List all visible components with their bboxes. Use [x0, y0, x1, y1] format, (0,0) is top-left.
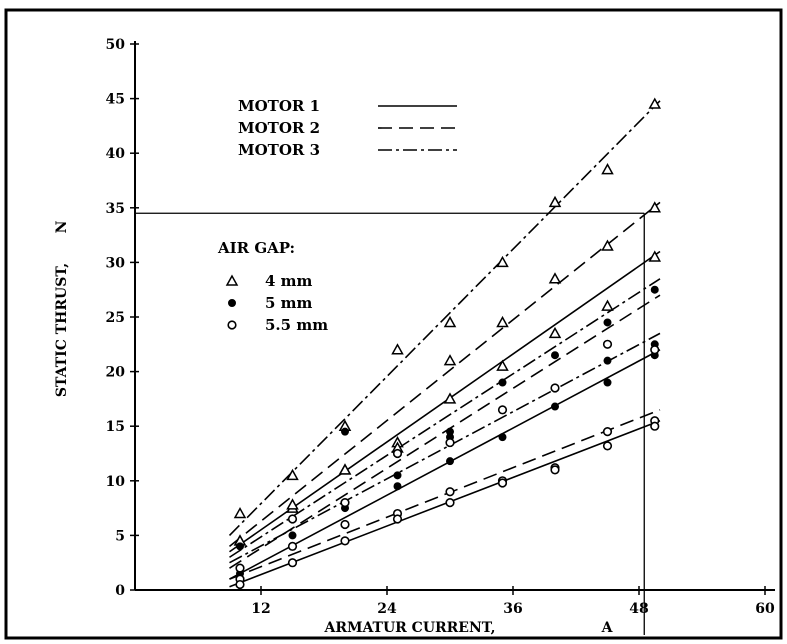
data-point: [650, 421, 660, 431]
data-point: [235, 579, 245, 590]
data-point: [601, 299, 614, 311]
legend-label-motor: MOTOR 2: [238, 119, 320, 137]
legend-label-motor: MOTOR 3: [238, 141, 320, 159]
data-point: [392, 514, 403, 524]
x-tick-label: 12: [251, 601, 270, 617]
data-point: [648, 97, 662, 109]
x-tick-label: 36: [503, 601, 522, 617]
data-point: [496, 255, 509, 268]
legend-label-motor: MOTOR 1: [238, 97, 320, 115]
data-point: [340, 498, 350, 508]
y-tick-label: 50: [106, 37, 126, 53]
y-tick-label: 15: [106, 419, 125, 435]
y-tick-label: 25: [106, 310, 125, 326]
data-point: [443, 354, 457, 366]
data-point: [287, 541, 298, 551]
data-point: [601, 163, 614, 175]
data-point: [338, 463, 352, 475]
data-point: [551, 351, 559, 360]
x-tick-label: 60: [755, 601, 775, 617]
data-point: [236, 542, 244, 551]
data-point: [287, 514, 298, 524]
data-point: [446, 457, 454, 466]
x-axis-unit: A: [601, 620, 614, 636]
data-point: [602, 427, 613, 437]
y-tick-label: 35: [106, 201, 125, 217]
data-point: [445, 487, 455, 497]
data-point: [496, 315, 509, 328]
data-point: [233, 507, 247, 519]
data-point: [601, 239, 614, 251]
y-tick-label: 10: [106, 474, 126, 490]
legend-label-air-gap: 4 mm: [265, 272, 313, 290]
legend-marker-air-gap: [225, 274, 239, 286]
y-axis-unit: N: [54, 220, 70, 233]
data-point: [496, 359, 509, 371]
data-point: [286, 468, 299, 481]
data-point: [393, 482, 402, 491]
data-point: [445, 437, 455, 448]
data-point: [551, 402, 559, 411]
data-point: [498, 433, 507, 442]
data-point: [445, 498, 455, 508]
y-tick-label: 30: [106, 255, 126, 271]
data-point: [650, 345, 660, 355]
y-tick-label: 0: [115, 583, 125, 599]
series-line-motor-1: [229, 419, 661, 588]
y-tick-label: 45: [106, 92, 125, 108]
data-point: [393, 471, 402, 480]
y-tick-label: 40: [106, 146, 126, 162]
data-point: [235, 563, 245, 573]
data-point: [443, 392, 457, 404]
legend-marker-air-gap: [227, 320, 237, 330]
data-point: [340, 519, 350, 530]
data-point: [497, 405, 508, 415]
series-line-motor-2: [229, 409, 661, 580]
data-point: [602, 441, 613, 451]
data-point: [548, 195, 562, 208]
data-point: [603, 378, 612, 387]
y-tick-label: 20: [106, 365, 126, 381]
data-point: [497, 478, 508, 488]
series-line-motor-3: [229, 278, 661, 558]
series-line-motor-3: [229, 332, 661, 564]
data-point: [650, 285, 659, 294]
data-point: [548, 326, 562, 339]
legend-marker-air-gap: [228, 299, 236, 307]
data-point: [548, 272, 562, 284]
series-line-motor-2: [229, 201, 661, 547]
x-tick-label: 48: [629, 601, 648, 617]
series-line-motor-1: [229, 349, 661, 580]
data-point: [550, 383, 560, 393]
data-point: [550, 465, 560, 475]
data-point: [603, 318, 612, 327]
x-tick-label: 24: [377, 601, 397, 617]
data-point: [286, 498, 299, 510]
data-point: [288, 531, 297, 540]
series-line-motor-1: [229, 250, 661, 553]
data-point: [602, 339, 613, 349]
data-point: [648, 250, 662, 262]
data-point: [443, 315, 457, 328]
series-line-motor-2: [229, 294, 661, 569]
data-point: [391, 343, 404, 355]
data-point: [341, 427, 349, 436]
legend-label-air-gap: 5.5 mm: [265, 316, 328, 334]
legend-label-air-gap: 5 mm: [265, 294, 313, 312]
data-point: [392, 448, 403, 459]
outer-border: [4, 8, 783, 640]
series-line-motor-3: [228, 100, 661, 536]
legend-air-gap-title: AIR GAP:: [217, 239, 295, 257]
data-point: [498, 378, 507, 387]
x-axis-label: ARMATUR CURRENT,: [323, 620, 495, 636]
y-tick-label: 5: [115, 528, 125, 544]
data-point: [287, 558, 298, 568]
data-point: [603, 356, 612, 365]
y-axis-label: STATIC THRUST,: [54, 263, 70, 397]
data-point: [340, 536, 350, 546]
data-point: [648, 201, 662, 213]
